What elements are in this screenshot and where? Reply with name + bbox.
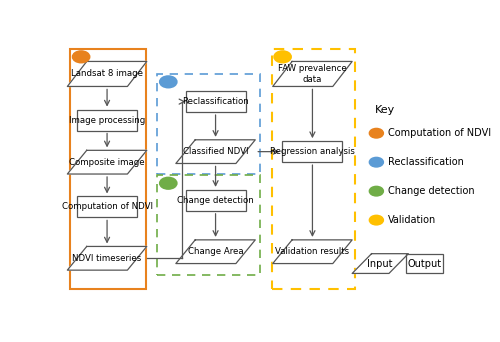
Text: Reclassification: Reclassification xyxy=(388,157,464,167)
Text: FAW prevalence
data: FAW prevalence data xyxy=(278,64,347,84)
Text: Key: Key xyxy=(374,105,394,115)
Bar xyxy=(77,196,137,218)
Text: NDVI timeseries: NDVI timeseries xyxy=(72,254,142,263)
Bar xyxy=(158,175,260,275)
Text: Reclassification: Reclassification xyxy=(182,97,249,106)
Circle shape xyxy=(370,157,384,167)
Text: Output: Output xyxy=(408,259,442,268)
Bar xyxy=(186,91,246,112)
Polygon shape xyxy=(352,254,408,274)
Polygon shape xyxy=(176,240,256,264)
Text: 4: 4 xyxy=(280,52,285,62)
Text: Classified NDVI: Classified NDVI xyxy=(183,147,248,156)
Circle shape xyxy=(72,51,90,63)
Bar xyxy=(70,49,146,289)
Text: Change detection: Change detection xyxy=(388,186,474,196)
Polygon shape xyxy=(68,150,147,174)
Bar xyxy=(282,141,343,162)
Text: Computation of NDVI: Computation of NDVI xyxy=(62,202,152,211)
Text: Image processing: Image processing xyxy=(69,116,145,124)
Text: Landsat 8 image: Landsat 8 image xyxy=(71,69,143,78)
Circle shape xyxy=(370,215,384,225)
Text: 3: 3 xyxy=(165,178,172,188)
Text: 1: 1 xyxy=(78,52,84,62)
Circle shape xyxy=(370,186,384,196)
Bar xyxy=(158,74,260,174)
Text: Input: Input xyxy=(368,259,393,268)
Bar xyxy=(406,254,443,274)
Polygon shape xyxy=(68,247,147,270)
Text: 3: 3 xyxy=(374,187,380,196)
Text: Computation of NDVI: Computation of NDVI xyxy=(388,128,491,138)
Text: Composite image: Composite image xyxy=(69,158,145,167)
Polygon shape xyxy=(68,62,147,87)
Text: Change detection: Change detection xyxy=(177,196,254,205)
Text: 2: 2 xyxy=(374,158,379,167)
Bar xyxy=(186,190,246,211)
Text: 1: 1 xyxy=(374,129,380,138)
Text: Validation: Validation xyxy=(388,215,436,225)
Circle shape xyxy=(160,76,177,88)
Circle shape xyxy=(370,129,384,138)
Bar xyxy=(272,49,355,289)
Polygon shape xyxy=(272,240,352,264)
Bar xyxy=(77,109,137,131)
Text: 2: 2 xyxy=(165,77,172,87)
Circle shape xyxy=(160,177,177,189)
Polygon shape xyxy=(176,140,256,163)
Circle shape xyxy=(274,51,291,63)
Text: Validation results: Validation results xyxy=(276,247,349,256)
Text: Change Area: Change Area xyxy=(188,247,244,256)
Polygon shape xyxy=(272,62,352,87)
Text: Regression analysis: Regression analysis xyxy=(270,147,355,156)
Text: 4: 4 xyxy=(374,215,379,225)
